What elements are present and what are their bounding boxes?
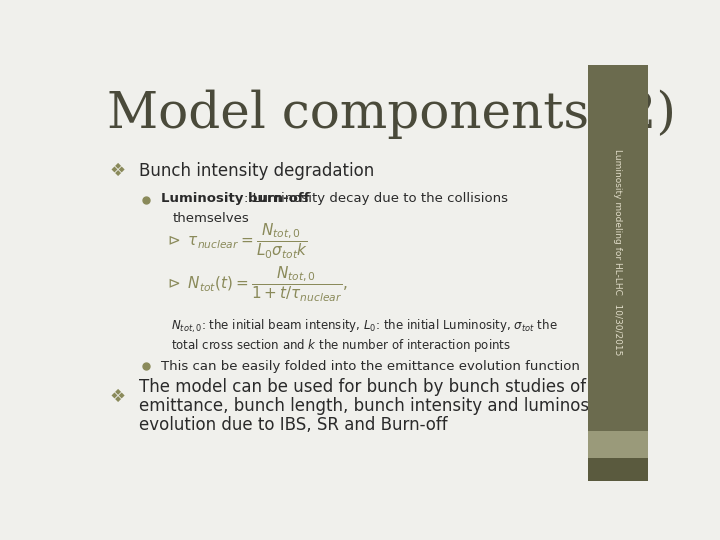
Text: evolution due to IBS, SR and Burn-off: evolution due to IBS, SR and Burn-off	[138, 416, 447, 434]
Text: $N_{tot,0}$: the initial beam intensity, $L_0$: the initial Luminosity, $\sigma_: $N_{tot,0}$: the initial beam intensity,…	[171, 318, 557, 334]
Text: : Luminosity decay due to the collisions: : Luminosity decay due to the collisions	[244, 192, 508, 205]
Text: themselves: themselves	[173, 212, 249, 225]
Text: ❖: ❖	[109, 162, 126, 180]
Text: total cross section and $k$ the number of interaction points: total cross section and $k$ the number o…	[171, 336, 510, 354]
Text: Luminosity modeling for HL-LHC   10/30/2015: Luminosity modeling for HL-LHC 10/30/201…	[613, 148, 622, 355]
Text: The model can be used for bunch by bunch studies of the: The model can be used for bunch by bunch…	[138, 377, 618, 396]
Text: Bunch intensity degradation: Bunch intensity degradation	[138, 162, 374, 180]
Text: Luminosity burn-off: Luminosity burn-off	[161, 192, 310, 205]
Text: $\vartriangleright \;\tau_{nuclear} = \dfrac{N_{tot,0}}{L_0\sigma_{tot}k}$: $\vartriangleright \;\tau_{nuclear} = \d…	[166, 222, 308, 261]
Text: Model components (2): Model components (2)	[107, 90, 676, 139]
Text: ❖: ❖	[109, 388, 126, 406]
Bar	[588, 458, 648, 481]
Bar	[588, 65, 648, 431]
Text: $\vartriangleright \;N_{tot}(t) = \dfrac{N_{tot,0}}{1+t/\tau_{nuclear}},$: $\vartriangleright \;N_{tot}(t) = \dfrac…	[166, 265, 348, 304]
Text: emittance, bunch length, bunch intensity and luminosity: emittance, bunch length, bunch intensity…	[138, 397, 610, 415]
Text: This can be easily folded into the emittance evolution function: This can be easily folded into the emitt…	[161, 360, 580, 373]
Bar	[588, 431, 648, 458]
